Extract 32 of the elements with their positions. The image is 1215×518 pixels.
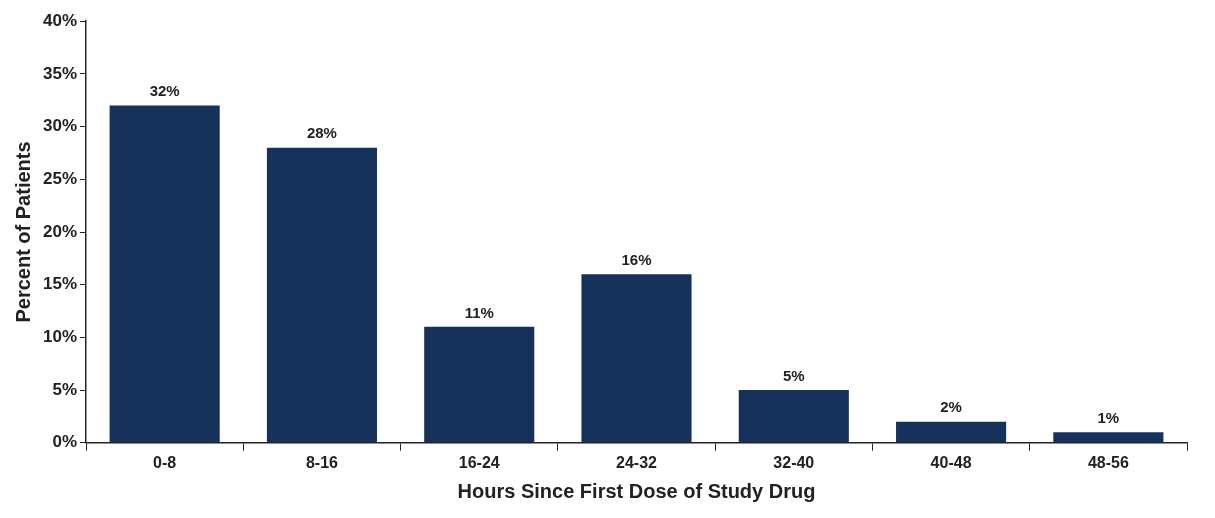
y-tick-label: 10% [42, 327, 78, 347]
bar [581, 274, 692, 443]
bar [738, 390, 849, 443]
data-label: 16% [621, 250, 652, 268]
bar [1053, 432, 1164, 443]
bar [266, 147, 377, 443]
y-tick-label: 20% [42, 221, 78, 241]
data-label: 28% [306, 124, 337, 142]
x-tick-label: 8-16 [305, 453, 339, 471]
x-tick-label: 48-56 [1087, 453, 1129, 471]
y-tick-label: 0% [52, 432, 78, 452]
data-label: 11% [464, 303, 494, 321]
x-tick-label: 32-40 [773, 453, 815, 471]
y-tick-label: 30% [42, 116, 78, 136]
x-tick-label: 0-8 [153, 453, 177, 471]
x-tick-label: 24-32 [616, 453, 658, 471]
y-tick-label: 35% [42, 63, 78, 83]
x-tick-label: 16-24 [458, 453, 500, 471]
y-tick-label: 40% [42, 10, 78, 30]
y-tick-label: 15% [42, 274, 78, 294]
y-tick-label: 25% [42, 168, 78, 188]
data-label: 5% [782, 366, 805, 384]
data-label: 32% [149, 82, 180, 100]
x-tick-label: 40-48 [930, 453, 972, 471]
y-tick-label: 5% [52, 379, 78, 399]
data-label: 2% [940, 398, 962, 416]
x-axis-title: Hours Since First Dose of Study Drug [457, 479, 816, 502]
bar [424, 326, 535, 443]
bar [896, 421, 1007, 443]
bar [109, 105, 220, 443]
data-label: 1% [1097, 408, 1120, 426]
y-axis-title: Percent of Patients [11, 141, 34, 323]
